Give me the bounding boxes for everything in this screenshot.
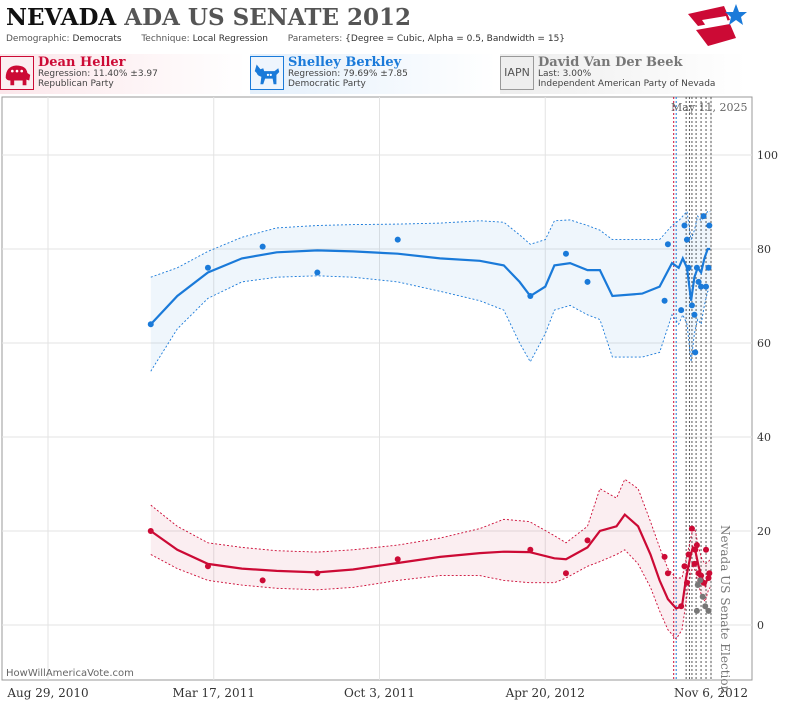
- candidate-panel-heller: Dean Heller Regression: 11.40% ±3.97 Rep…: [0, 54, 246, 94]
- parameters-line: Demographic: Democrats Technique: Local …: [6, 34, 565, 44]
- poll-point: [562, 250, 569, 257]
- poll-point: [314, 570, 321, 577]
- poll-point: [685, 551, 692, 558]
- poll-point: [705, 575, 712, 581]
- poll-point: [527, 293, 534, 299]
- poll-point: [584, 278, 591, 285]
- chart-area: Aug 29, 2010 Mar 17, 2011 Oct 3, 2011 Apr 2…: [0, 95, 789, 704]
- poll-point: [678, 603, 685, 610]
- poll-point: [703, 283, 710, 290]
- brand-logo: [688, 4, 747, 46]
- poll-point: [204, 264, 211, 271]
- poll-point: [147, 321, 154, 328]
- poll-point: [691, 311, 698, 318]
- candidate-regression: Regression: 79.69% ±7.85: [288, 69, 408, 79]
- poll-point: [699, 593, 706, 600]
- parameters-value: {Degree = Cubic, Alpha = 0.5, Bandwidth …: [345, 34, 566, 44]
- candidate-party: Democratic Party: [288, 79, 366, 89]
- candidate-panel-vanderbeek: IAPN David Van Der Beek Last: 3.00% Inde…: [500, 54, 746, 94]
- parameters-label: Parameters:: [287, 34, 343, 44]
- elephant-icon: [0, 56, 34, 90]
- poll-point: [661, 553, 668, 560]
- poll-point: [692, 349, 699, 356]
- plot-frame: [1, 96, 753, 681]
- x-tick-label: Mar 17, 2011: [173, 686, 255, 700]
- poll-point: [314, 269, 321, 276]
- poll-point: [700, 213, 707, 220]
- poll-point: [702, 603, 709, 610]
- poll-point: [705, 607, 712, 614]
- poll-point: [683, 579, 690, 586]
- technique-value: Local Regression: [192, 34, 268, 44]
- poll-point: [705, 264, 712, 271]
- lower-bound-line: [150, 275, 711, 372]
- poll-point: [664, 241, 671, 248]
- party-badge: IAPN: [500, 56, 534, 90]
- candidate-name: David Van Der Beek: [538, 55, 683, 70]
- poll-point: [693, 264, 700, 271]
- x-tick-label: Oct 3, 2011: [344, 686, 415, 700]
- poll-point: [698, 572, 705, 579]
- poll-point: [204, 563, 211, 570]
- poll-point: [693, 542, 700, 549]
- candidate-regression: Regression: 11.40% ±3.97: [38, 69, 158, 79]
- candidate-last: Last: 3.00%: [538, 69, 592, 79]
- chart-title: NEVADA ADA US SENATE 2012: [6, 4, 411, 31]
- candidate-party: Independent American Party of Nevada: [538, 79, 716, 89]
- x-tick-label: Aug 29, 2010: [6, 686, 88, 700]
- poll-point: [706, 570, 713, 577]
- y-tick-label: 20: [757, 525, 771, 538]
- y-tick-label: 40: [757, 431, 771, 444]
- poll-point: [661, 297, 668, 304]
- poll-point: [698, 283, 705, 290]
- poll-point: [688, 525, 695, 532]
- poll-point: [688, 302, 695, 309]
- poll-point: [683, 236, 690, 243]
- technique-label: Technique:: [141, 34, 190, 44]
- y-tick-label: 60: [757, 337, 771, 350]
- title-state: NEVADA: [6, 4, 117, 31]
- poll-point: [685, 264, 692, 271]
- donkey-icon: [250, 56, 284, 90]
- poll-point: [678, 307, 685, 314]
- date-stamp: May 11, 2025: [671, 101, 748, 114]
- poll-point: [394, 236, 401, 243]
- candidate-panel-berkley: Shelley Berkley Regression: 79.69% ±7.85…: [250, 54, 496, 94]
- poll-point: [692, 546, 699, 553]
- event-label: Nevada US Senate Election: [718, 525, 732, 694]
- poll-point: [693, 607, 700, 614]
- poll-point: [691, 560, 698, 567]
- demographic-label: Demographic:: [6, 34, 70, 44]
- poll-point: [664, 570, 671, 577]
- poll-point: [147, 528, 154, 534]
- site-credit: HowWillAmericaVote.com: [6, 668, 134, 679]
- candidate-name: Dean Heller: [38, 55, 126, 70]
- candidate-name: Shelley Berkley: [288, 55, 402, 70]
- poll-point: [584, 537, 591, 544]
- title-rest: ADA US SENATE 2012: [124, 4, 412, 31]
- poll-point: [697, 577, 704, 584]
- trend-line: [149, 247, 711, 325]
- poll-point: [694, 582, 701, 589]
- poll-point: [259, 243, 266, 250]
- poll-point: [527, 546, 534, 553]
- poll-point: [695, 278, 702, 285]
- regression-chart: Aug 29, 2010 Mar 17, 2011 Oct 3, 2011 Apr 2…: [1, 96, 778, 700]
- poll-point: [259, 577, 266, 584]
- upper-bound-line: [150, 210, 711, 278]
- y-tick-label: 0: [757, 619, 764, 632]
- poll-point: [394, 556, 401, 563]
- poll-point: [703, 546, 710, 553]
- poll-point: [706, 222, 713, 229]
- poll-point: [562, 570, 569, 577]
- x-tick-label: Nov 6, 2012: [674, 686, 748, 700]
- poll-point: [681, 563, 688, 570]
- candidate-party: Republican Party: [38, 79, 114, 89]
- y-tick-label: 100: [757, 149, 778, 162]
- demographic-value: Democrats: [72, 34, 122, 44]
- lower-bound-line: [150, 549, 711, 640]
- y-tick-label: 80: [757, 243, 771, 256]
- x-tick-label: Apr 20, 2012: [505, 686, 585, 700]
- poll-point: [681, 222, 688, 229]
